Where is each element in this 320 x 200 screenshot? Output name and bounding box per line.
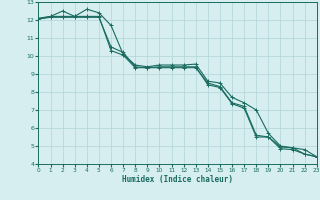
X-axis label: Humidex (Indice chaleur): Humidex (Indice chaleur) xyxy=(122,175,233,184)
